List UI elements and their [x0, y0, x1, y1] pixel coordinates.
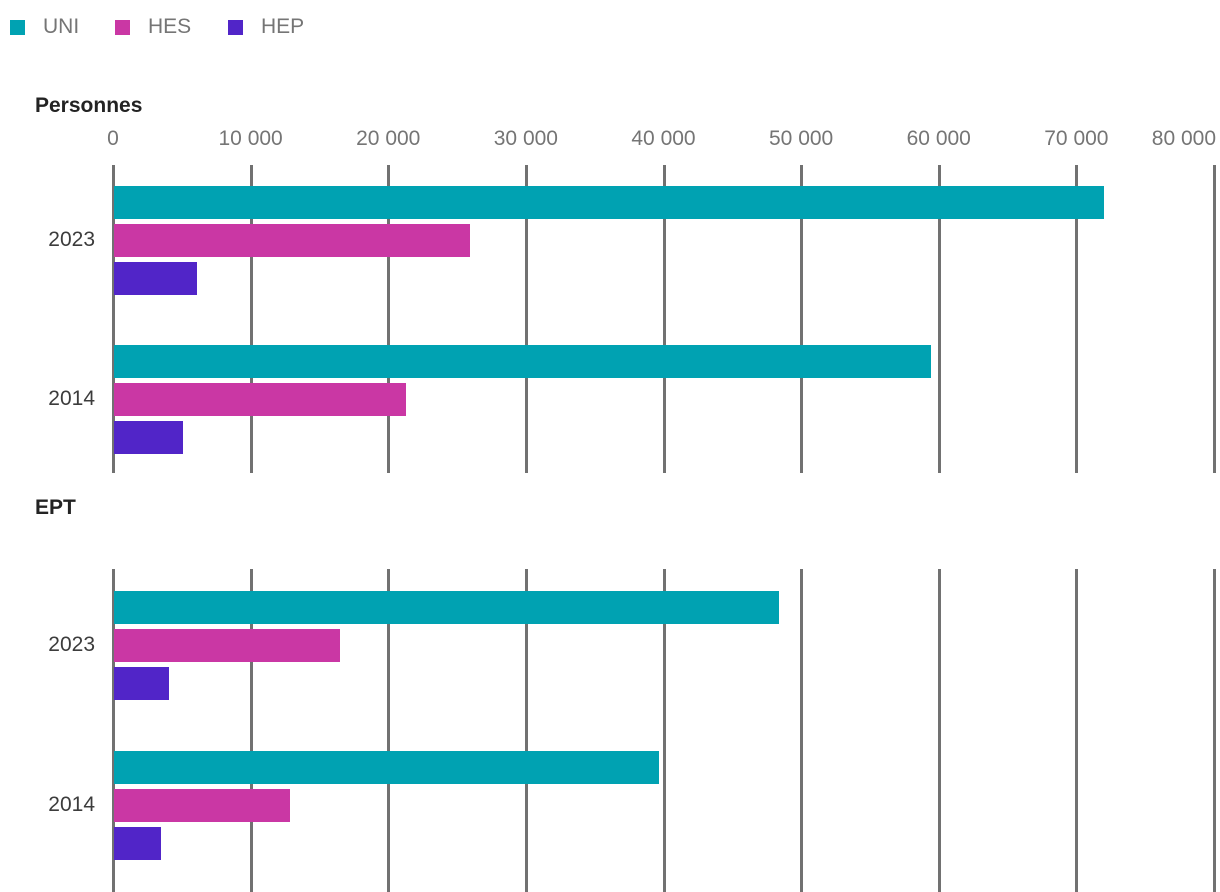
category-label-ept-2014: 2014 [48, 793, 95, 816]
ept-section-title: EPT [35, 496, 76, 519]
gridline [1075, 165, 1079, 473]
category-label-personnes-2014: 2014 [48, 387, 95, 410]
legend-label-hes: HES [148, 15, 192, 38]
x-tick-label: 70 000 [1044, 127, 1109, 150]
gridline [662, 569, 666, 892]
bar-personnes-2014-hep [114, 421, 183, 454]
bar-ept-2014-uni [114, 751, 659, 784]
legend-item-hes: HES [115, 12, 191, 42]
bar-ept-2023-hes [114, 629, 340, 662]
bar-ept-2014-hes [114, 789, 291, 822]
gridline [937, 569, 941, 892]
x-tick-label: 80 000 [1151, 127, 1216, 150]
x-tick-label: 20 000 [356, 127, 421, 150]
category-label-personnes-2023: 2023 [48, 228, 95, 251]
uni-legend-swatch-icon [10, 19, 25, 35]
legend-label-hep: HEP [261, 15, 305, 38]
hes-legend-swatch-icon [115, 19, 130, 35]
gridline [249, 165, 253, 473]
gridline [387, 569, 391, 892]
gridline [112, 569, 115, 892]
bar-personnes-2014-hes [114, 383, 406, 416]
legend-item-hep: HEP [228, 12, 304, 42]
gridline [800, 569, 804, 892]
legend-item-uni: UNI [10, 12, 79, 42]
gridline [524, 569, 528, 892]
gridline [800, 165, 804, 473]
x-tick-label: 40 000 [631, 127, 696, 150]
gridline [112, 165, 115, 473]
bar-personnes-2023-uni [114, 186, 1104, 219]
gridline [662, 165, 666, 473]
personnes-section-title: Personnes [35, 94, 143, 117]
gridline [1213, 569, 1216, 892]
gridline [1075, 569, 1079, 892]
gridline [387, 165, 391, 473]
bar-personnes-2023-hes [114, 224, 471, 257]
gridline [1213, 165, 1216, 473]
bar-personnes-2023-hep [114, 262, 197, 295]
x-tick-label: 30 000 [493, 127, 558, 150]
bar-ept-2014-hep [114, 827, 161, 860]
x-tick-label: 10 000 [218, 127, 283, 150]
bar-ept-2023-hep [114, 667, 170, 700]
gridline [524, 165, 528, 473]
x-tick-label: 0 [107, 127, 119, 150]
x-tick-label: 50 000 [769, 127, 834, 150]
category-label-ept-2023: 2023 [48, 633, 95, 656]
legend-label-uni: UNI [43, 15, 80, 38]
gridline [937, 165, 941, 473]
bar-personnes-2014-uni [114, 345, 932, 378]
bar-ept-2023-uni [114, 591, 779, 624]
x-tick-label: 60 000 [906, 127, 971, 150]
hep-legend-swatch-icon [228, 19, 243, 35]
gridline [249, 569, 253, 892]
